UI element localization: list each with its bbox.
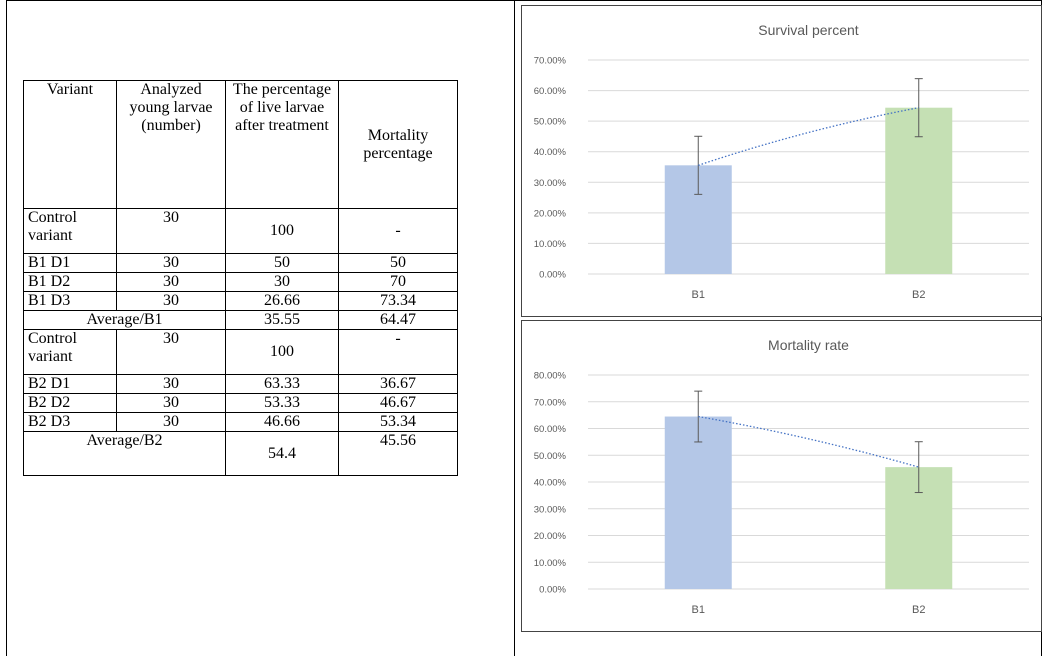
table-row: Control variant 30 100 - [23, 329, 458, 375]
table-row: B1 D3 30 26.66 73.34 [23, 291, 458, 311]
larvae-table: Variant Analyzed young larvae (number) T… [23, 80, 458, 476]
y-tick-label: 70.00% [534, 397, 567, 408]
chart-title: Survival percent [758, 22, 858, 38]
cell-live: 100 [225, 329, 339, 375]
cell-variant: B2 D1 [23, 374, 117, 394]
y-tick-label: 30.00% [534, 178, 567, 189]
y-tick-label: 20.00% [534, 531, 567, 542]
cell-mortality: 46.67 [338, 393, 458, 413]
y-tick-label: 0.00% [539, 270, 566, 281]
cell-analyzed: 30 [116, 374, 226, 394]
cell-analyzed: 30 [116, 412, 226, 432]
cell-variant: B1 D2 [23, 272, 117, 292]
table-row: B2 D2 30 53.33 46.67 [23, 393, 458, 413]
cell-average: Average/B2 [23, 431, 226, 476]
cell-live: 63.33 [225, 374, 339, 394]
y-tick-label: 10.00% [534, 239, 567, 250]
cell-variant: B1 D1 [23, 253, 117, 273]
x-tick-label: B2 [912, 604, 925, 616]
cell-live: 26.66 [225, 291, 339, 311]
cell-mortality: 73.34 [338, 291, 458, 311]
header-mortality: Mortality percentage [338, 80, 458, 209]
chart-title: Mortality rate [768, 337, 849, 353]
y-tick-label: 30.00% [534, 504, 567, 515]
table-row: B2 D1 30 63.33 36.67 [23, 374, 458, 394]
bar-b1 [664, 416, 732, 589]
y-tick-label: 20.00% [534, 208, 567, 219]
cell-mortality: 45.56 [338, 431, 458, 476]
y-tick-label: 70.00% [534, 56, 567, 67]
cell-analyzed: 30 [116, 272, 226, 292]
cell-average: Average/B1 [23, 310, 226, 330]
cell-mortality: 64.47 [338, 310, 458, 330]
cell-live: 100 [225, 208, 339, 254]
cell-mortality: 36.67 [338, 374, 458, 394]
survival-chart: Survival percent 0.00% 10.00% 20.00% 30.00% 4… [534, 22, 1029, 301]
cell-live: 53.33 [225, 393, 339, 413]
cell-mortality: - [338, 208, 458, 254]
header-analyzed: Analyzed young larvae (number) [116, 80, 226, 209]
cell-analyzed: 30 [116, 329, 226, 375]
y-tick-label: 0.00% [539, 585, 566, 596]
table-row: Average/B1 35.55 64.47 [23, 310, 458, 330]
column-divider [514, 0, 515, 656]
table-row: B2 D3 30 46.66 53.34 [23, 412, 458, 432]
cell-analyzed: 30 [116, 208, 226, 254]
y-tick-label: 40.00% [534, 147, 567, 158]
trendline [698, 415, 919, 468]
table-row: B1 D1 30 50 50 [23, 253, 458, 273]
y-tick-label: 50.00% [534, 451, 567, 462]
y-tick-label: 60.00% [534, 86, 567, 97]
mortality-chart: Mortality rate 0.00% 10.00% 20.00% 30.00% 40.… [534, 337, 1029, 616]
cell-analyzed: 30 [116, 291, 226, 311]
survival-chart-panel: Survival percent 0.00% 10.00% 20.00% 30.00% 4… [521, 5, 1042, 317]
cell-variant: B2 D3 [23, 412, 117, 432]
cell-live: 46.66 [225, 412, 339, 432]
table-row: B1 D2 30 30 70 [23, 272, 458, 292]
cell-live: 50 [225, 253, 339, 273]
table-row: Control variant 30 100 - [23, 208, 458, 254]
cell-mortality: 50 [338, 253, 458, 273]
cell-analyzed: 30 [116, 393, 226, 413]
cell-live: 35.55 [225, 310, 339, 330]
cell-variant: B1 D3 [23, 291, 117, 311]
cell-variant: B2 D2 [23, 393, 117, 413]
table-header-row: Variant Analyzed young larvae (number) T… [23, 80, 458, 209]
cell-mortality: 70 [338, 272, 458, 292]
cell-live: 54.4 [225, 431, 339, 476]
table-row: Average/B2 54.4 45.56 [23, 431, 458, 476]
x-tick-label: B2 [912, 289, 925, 301]
mortality-chart-panel: Mortality rate 0.00% 10.00% 20.00% 30.00% 40.… [521, 320, 1042, 632]
y-tick-label: 10.00% [534, 558, 567, 569]
cell-analyzed: 30 [116, 253, 226, 273]
header-live: The percentage of live larvae after trea… [225, 80, 339, 209]
trendline [698, 107, 919, 166]
cell-live: 30 [225, 272, 339, 292]
cell-variant: Control variant [23, 329, 117, 375]
x-tick-label: B1 [692, 604, 705, 616]
cell-mortality: 53.34 [338, 412, 458, 432]
cell-mortality: - [338, 329, 458, 375]
y-tick-label: 50.00% [534, 117, 567, 128]
x-tick-label: B1 [692, 289, 705, 301]
y-tick-label: 60.00% [534, 424, 567, 435]
header-variant: Variant [23, 80, 117, 209]
y-tick-label: 80.00% [534, 371, 567, 382]
cell-variant: Control variant [23, 208, 117, 254]
y-tick-label: 40.00% [534, 478, 567, 489]
